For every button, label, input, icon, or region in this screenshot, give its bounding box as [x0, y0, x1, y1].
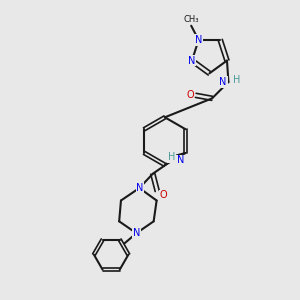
Text: N: N — [195, 35, 202, 45]
Text: CH₃: CH₃ — [183, 15, 199, 24]
Text: N: N — [133, 228, 140, 238]
Text: N: N — [219, 77, 227, 87]
Text: N: N — [188, 56, 196, 66]
Text: N: N — [136, 183, 144, 193]
Text: O: O — [160, 190, 168, 200]
Text: O: O — [186, 90, 194, 100]
Text: H: H — [168, 152, 175, 162]
Text: N: N — [177, 155, 184, 165]
Text: H: H — [233, 76, 241, 85]
